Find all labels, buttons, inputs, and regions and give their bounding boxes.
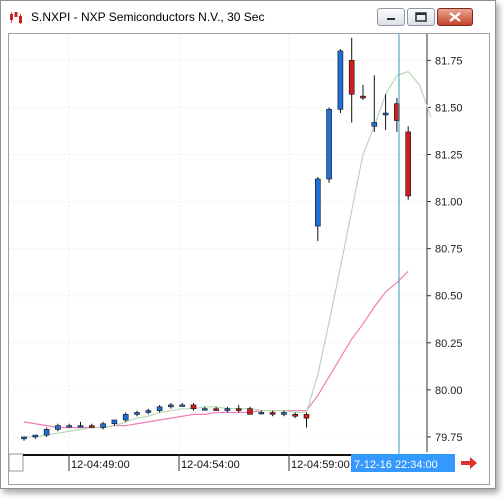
candle-body	[179, 404, 185, 407]
y-tick-label: 80.50	[435, 291, 463, 303]
candle	[371, 75, 378, 132]
candle	[337, 49, 344, 114]
candle	[382, 94, 389, 131]
candle-body	[55, 425, 61, 430]
candle-body	[202, 408, 208, 411]
candle-body	[156, 406, 163, 411]
minimize-button[interactable]	[377, 8, 405, 26]
title-bar[interactable]: S.NXPI - NXP Semiconductors N.V., 30 Sec	[1, 1, 495, 33]
candle	[179, 403, 185, 407]
candle	[66, 423, 73, 428]
candle-body	[134, 412, 140, 415]
candle	[360, 84, 366, 100]
candle-body	[405, 131, 412, 197]
candle-body	[145, 410, 152, 413]
candle-body	[292, 414, 299, 417]
candle	[314, 177, 321, 242]
candle	[43, 427, 50, 437]
candle-body	[21, 436, 27, 440]
candle-body	[247, 408, 253, 415]
candle-body	[371, 122, 378, 127]
candle	[303, 412, 310, 428]
close-icon	[449, 12, 461, 22]
cursor-label-box	[351, 454, 455, 472]
candle-body	[360, 95, 366, 99]
candle	[405, 126, 412, 200]
candle-body	[190, 404, 197, 409]
maximize-button[interactable]	[407, 8, 435, 26]
scroll-right-arrow-icon[interactable]	[459, 456, 479, 470]
candle-body	[32, 434, 39, 438]
y-tick-label: 80.75	[435, 244, 463, 256]
candle-body	[303, 414, 310, 419]
y-tick-label: 81.25	[435, 150, 463, 162]
chart-window: S.NXPI - NXP Semiconductors N.V., 30 Sec…	[0, 0, 496, 489]
candle-body	[258, 412, 265, 415]
candle	[348, 37, 355, 123]
x-tick-label: 12-04:59:00	[291, 459, 350, 471]
candle	[326, 107, 332, 183]
candle	[77, 421, 84, 428]
candle-body	[89, 425, 95, 428]
candle-body	[77, 425, 84, 428]
x-tick-label: 12-04:54:00	[181, 459, 240, 471]
y-tick-label: 80.25	[435, 338, 463, 350]
y-tick-label: 81.75	[435, 55, 463, 67]
ma-slow-line	[23, 270, 409, 429]
y-tick-label: 81.50	[435, 102, 463, 114]
candle	[55, 423, 61, 432]
candle-body	[337, 50, 344, 110]
candle-body	[213, 408, 219, 411]
candle	[235, 404, 242, 413]
candle-body	[168, 404, 174, 408]
x-tick-label: 12-04:49:00	[71, 459, 130, 471]
window-title: S.NXPI - NXP Semiconductors N.V., 30 Sec	[31, 10, 265, 24]
candle	[32, 434, 39, 439]
candle-body	[382, 112, 389, 116]
candle	[247, 406, 253, 415]
candle-body	[100, 423, 106, 428]
ma-fast-line	[24, 70, 432, 438]
candle	[224, 406, 231, 413]
cursor-label: 7-12-16 22:34:00	[354, 459, 438, 471]
candle-body	[111, 419, 118, 425]
minimize-icon	[387, 18, 395, 20]
maximize-icon	[415, 12, 427, 22]
candle-body	[348, 60, 355, 95]
candle-body	[235, 408, 242, 411]
candle	[269, 410, 276, 417]
candle-body	[326, 109, 332, 180]
candle-body	[224, 408, 231, 411]
candle-body	[43, 429, 50, 436]
candle-body	[314, 178, 321, 227]
close-button[interactable]	[437, 8, 473, 26]
axis-corner-box	[9, 453, 24, 472]
candle-body	[66, 425, 73, 428]
candle	[89, 423, 95, 428]
candle-body	[269, 412, 276, 415]
x-axis-line	[23, 454, 427, 456]
candle-body	[281, 412, 287, 415]
candle	[145, 408, 152, 415]
candle	[156, 404, 163, 413]
y-tick-label: 81.00	[435, 197, 463, 209]
candle	[258, 410, 265, 415]
candle	[21, 436, 27, 441]
candle	[213, 406, 219, 411]
y-tick-label: 80.00	[435, 385, 463, 397]
candle	[168, 403, 174, 409]
candle	[281, 410, 287, 417]
candle	[111, 419, 118, 426]
candle	[190, 403, 197, 411]
candlestick-chart[interactable]: 81.75 81.50 81.25 81.00 80.75 80.50 80.25 80.00…	[9, 34, 489, 484]
candle	[202, 406, 208, 411]
candle	[292, 412, 299, 419]
y-tick-label: 79.75	[435, 432, 463, 444]
candle	[100, 421, 106, 430]
candle	[122, 412, 129, 422]
chart-area[interactable]: 81.75 81.50 81.25 81.00 80.75 80.50 80.25 80.00…	[8, 33, 490, 485]
candle-body	[122, 414, 129, 421]
candlestick-app-icon	[10, 12, 22, 24]
candle	[134, 410, 140, 417]
